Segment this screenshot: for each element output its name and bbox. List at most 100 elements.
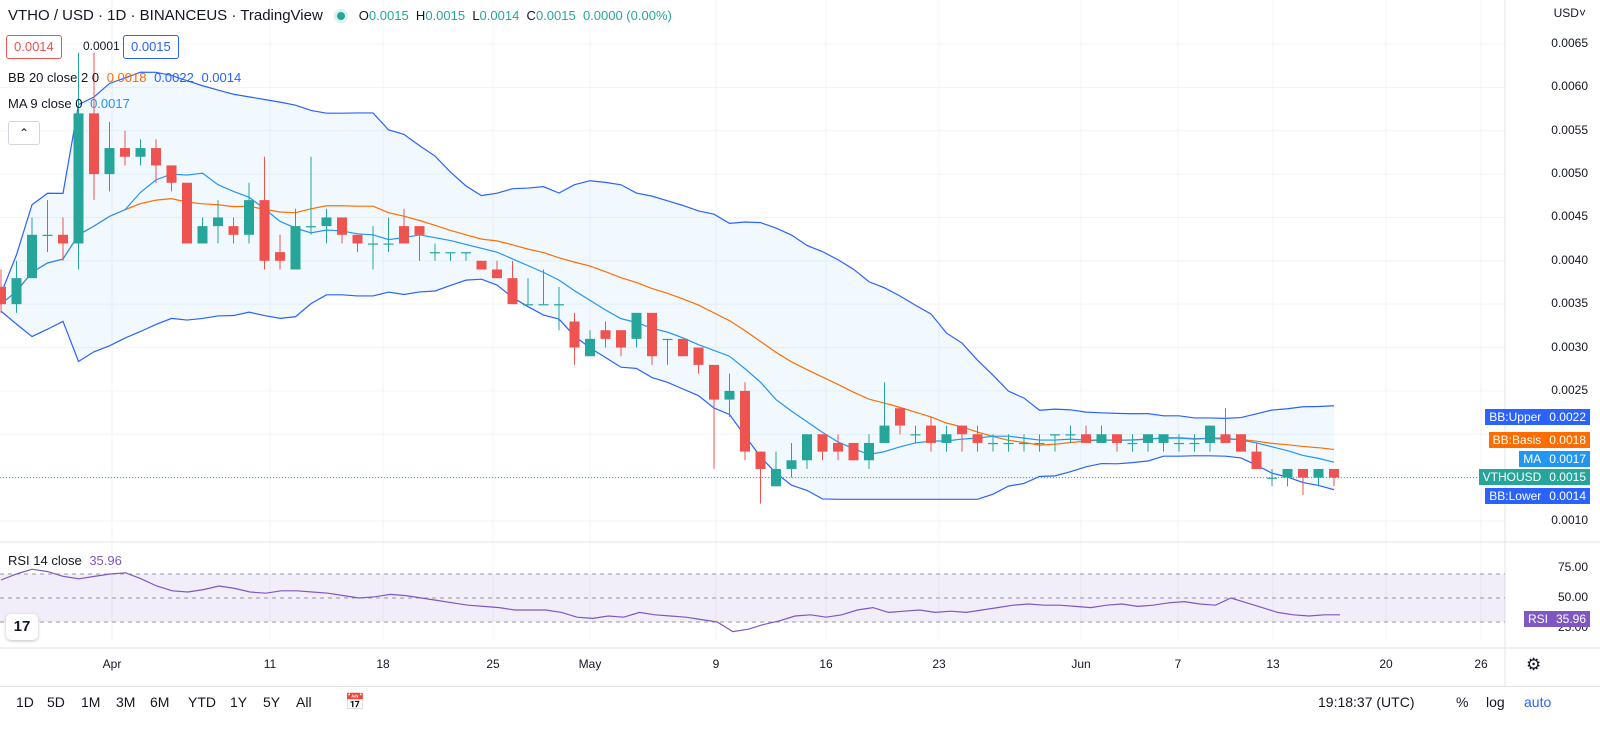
candle[interactable] — [1127, 434, 1138, 452]
candle[interactable] — [58, 217, 68, 261]
candle[interactable] — [259, 156, 270, 270]
candle[interactable] — [1329, 468, 1339, 487]
candle[interactable] — [910, 425, 921, 443]
percent-toggle[interactable]: % — [1456, 694, 1469, 710]
candle[interactable] — [817, 434, 828, 461]
candle[interactable] — [352, 234, 363, 253]
candle[interactable] — [445, 252, 456, 261]
candle[interactable] — [709, 364, 719, 469]
candle[interactable] — [228, 217, 239, 244]
candle[interactable] — [182, 182, 192, 244]
range-button-all[interactable]: All — [296, 694, 312, 710]
candle[interactable] — [569, 312, 580, 365]
tradingview-logo-icon[interactable]: 17 — [6, 614, 38, 640]
candle[interactable] — [538, 269, 549, 306]
buy-price-button[interactable]: 0.0015 — [123, 35, 179, 59]
candle[interactable] — [0, 269, 6, 313]
candle[interactable] — [476, 260, 487, 270]
candle[interactable] — [197, 217, 208, 244]
chevron-up-icon[interactable]: ⌃ — [8, 121, 40, 145]
candle[interactable] — [1081, 425, 1091, 443]
candle[interactable] — [972, 425, 983, 452]
range-button-1d[interactable]: 1D — [16, 694, 34, 710]
candle[interactable] — [290, 208, 301, 270]
candle[interactable] — [492, 260, 502, 279]
currency-selector[interactable]: USD˅ — [1553, 6, 1586, 20]
candle[interactable] — [135, 139, 146, 166]
candle[interactable] — [802, 434, 812, 469]
candle[interactable] — [647, 312, 657, 365]
candle[interactable] — [1174, 434, 1184, 452]
candle[interactable] — [662, 338, 673, 365]
candle[interactable] — [166, 165, 177, 192]
candle[interactable] — [368, 226, 378, 270]
candle[interactable] — [321, 208, 332, 244]
candle[interactable] — [554, 286, 564, 331]
candle[interactable] — [833, 434, 843, 461]
candle[interactable] — [1034, 434, 1045, 452]
range-button-1m[interactable]: 1M — [81, 694, 101, 710]
candle[interactable] — [600, 321, 611, 348]
range-button-5d[interactable]: 5D — [47, 694, 65, 710]
candle[interactable] — [275, 234, 285, 270]
candle[interactable] — [585, 330, 595, 357]
candle[interactable] — [104, 122, 115, 192]
candle[interactable] — [1096, 425, 1107, 443]
candle[interactable] — [151, 139, 161, 183]
candle[interactable] — [89, 52, 99, 201]
candle[interactable] — [771, 451, 781, 487]
candle[interactable] — [957, 425, 967, 452]
candle[interactable] — [383, 217, 394, 253]
candle[interactable] — [1236, 434, 1246, 452]
symbol-title[interactable]: VTHO / USD · 1D · BINANCEUS · TradingVie… — [8, 7, 323, 24]
chart-canvas[interactable] — [0, 0, 1600, 686]
candle[interactable] — [895, 408, 905, 435]
candle[interactable] — [1050, 434, 1060, 452]
candle[interactable] — [740, 382, 750, 461]
candle[interactable] — [120, 130, 130, 166]
candle[interactable] — [755, 451, 766, 504]
candle[interactable] — [399, 208, 409, 244]
candle[interactable] — [337, 217, 347, 244]
candle[interactable] — [1065, 425, 1076, 443]
candle[interactable] — [1112, 434, 1122, 452]
auto-toggle[interactable]: auto — [1524, 694, 1552, 710]
candle[interactable] — [1189, 434, 1200, 452]
candle[interactable] — [879, 382, 890, 443]
candle[interactable] — [42, 200, 53, 253]
candle[interactable] — [1220, 408, 1231, 443]
range-button-6m[interactable]: 6M — [150, 694, 170, 710]
candle[interactable] — [507, 260, 518, 305]
candle[interactable] — [848, 442, 859, 461]
range-button-ytd[interactable]: YTD — [188, 694, 216, 710]
ma-legend[interactable]: MA 9 close 0 0.0017 — [8, 96, 130, 111]
candle[interactable] — [1298, 468, 1308, 495]
clock[interactable]: 19:18:37 (UTC) — [1318, 694, 1415, 710]
candle[interactable] — [616, 330, 626, 357]
candle[interactable] — [461, 252, 471, 261]
calendar-icon[interactable]: 📅 — [345, 694, 365, 711]
log-toggle[interactable]: log — [1486, 694, 1505, 710]
candle[interactable] — [306, 156, 316, 235]
candle[interactable] — [988, 434, 998, 452]
range-button-1y[interactable]: 1Y — [230, 694, 248, 710]
candle[interactable] — [1003, 434, 1014, 452]
range-button-3m[interactable]: 3M — [116, 694, 136, 710]
candle[interactable] — [430, 243, 440, 261]
sell-price-button[interactable]: 0.0014 — [6, 35, 62, 59]
candle[interactable] — [631, 312, 642, 348]
rsi-legend[interactable]: RSI 14 close 35.96 — [8, 553, 122, 568]
candle[interactable] — [1205, 425, 1215, 452]
candle[interactable] — [27, 217, 37, 279]
candle[interactable] — [941, 425, 952, 452]
candle[interactable] — [523, 278, 533, 306]
candle[interactable] — [693, 347, 704, 374]
candle[interactable] — [1143, 434, 1153, 452]
candle[interactable] — [1158, 434, 1169, 452]
candle[interactable] — [724, 373, 735, 417]
candle[interactable] — [1019, 434, 1029, 452]
candle[interactable] — [73, 52, 84, 270]
candle[interactable] — [678, 338, 688, 357]
candle[interactable] — [926, 416, 936, 452]
candle[interactable] — [414, 226, 425, 261]
